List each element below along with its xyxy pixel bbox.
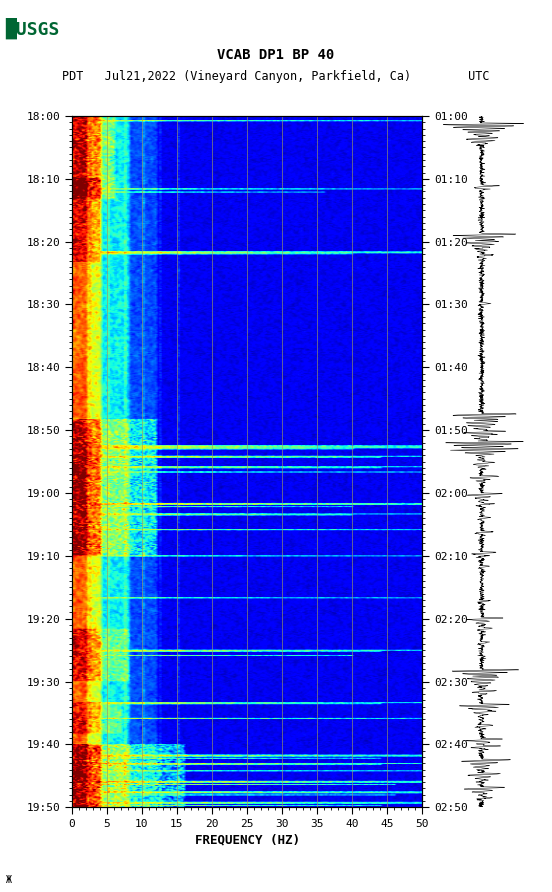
- Text: PDT   Jul21,2022 (Vineyard Canyon, Parkfield, Ca)        UTC: PDT Jul21,2022 (Vineyard Canyon, Parkfie…: [62, 70, 490, 83]
- X-axis label: FREQUENCY (HZ): FREQUENCY (HZ): [194, 833, 300, 847]
- Text: Ж: Ж: [6, 875, 12, 885]
- Text: █USGS: █USGS: [6, 18, 60, 39]
- Text: VCAB DP1 BP 40: VCAB DP1 BP 40: [217, 48, 335, 62]
